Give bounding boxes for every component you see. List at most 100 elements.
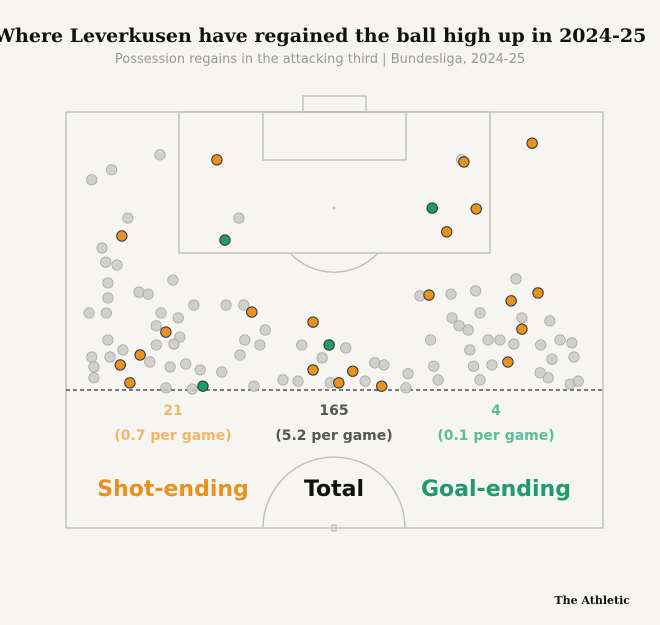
- regain-dot: [526, 137, 538, 149]
- regain-dot: [292, 375, 304, 387]
- regain-dot: [446, 312, 458, 324]
- regain-dot: [544, 315, 556, 327]
- regain-dot: [122, 212, 134, 224]
- regain-dot: [248, 380, 260, 392]
- regain-dot: [167, 274, 179, 286]
- penalty-spot: [332, 206, 336, 210]
- regain-dot: [150, 339, 162, 351]
- regain-dot: [102, 334, 114, 346]
- regain-dot: [238, 299, 250, 311]
- regain-dot: [88, 372, 100, 384]
- regain-dot: [144, 356, 156, 368]
- regain-dot: [568, 351, 580, 363]
- center-spot: [331, 524, 337, 532]
- center-circle: [262, 456, 406, 529]
- regain-dot: [546, 353, 558, 365]
- regain-dot: [462, 324, 474, 336]
- regain-dot: [111, 259, 123, 271]
- regain-dot: [259, 324, 271, 336]
- regain-dot: [239, 334, 251, 346]
- regain-dot: [233, 212, 245, 224]
- source: The Athletic: [554, 594, 630, 607]
- regain-dot: [307, 316, 319, 328]
- regain-dot: [102, 292, 114, 304]
- summary-label: Total: [304, 477, 364, 502]
- regain-dot: [133, 286, 145, 298]
- regain-dot: [116, 230, 128, 242]
- regain-dot: [323, 339, 335, 351]
- regain-dot: [494, 334, 506, 346]
- regain-dot: [535, 339, 547, 351]
- summary-count: 4: [491, 403, 501, 419]
- regain-dot: [402, 368, 414, 380]
- regain-dot: [516, 312, 528, 324]
- regain-dot: [423, 289, 435, 301]
- regain-dot: [211, 154, 223, 166]
- regain-dot: [316, 352, 328, 364]
- regain-dot: [216, 366, 228, 378]
- regain-dot: [220, 299, 232, 311]
- regain-dot: [482, 334, 494, 346]
- regain-dot: [566, 337, 578, 349]
- regain-dot: [134, 349, 146, 361]
- regain-dot: [307, 364, 319, 376]
- summary-rate: (5.2 per game): [275, 428, 392, 444]
- chart-title: Where Leverkusen have regained the ball …: [0, 25, 646, 47]
- regain-dot: [142, 288, 154, 300]
- summary-label: Goal-ending: [421, 477, 571, 502]
- regain-dot: [464, 344, 476, 356]
- regain-dot: [369, 357, 381, 369]
- regain-dot: [359, 375, 371, 387]
- pitch: [65, 95, 604, 532]
- regain-dot: [470, 285, 482, 297]
- regain-dot: [445, 288, 457, 300]
- regain-dot: [347, 365, 359, 377]
- regain-dot: [114, 359, 126, 371]
- regain-dot: [467, 360, 480, 372]
- regain-dot: [510, 273, 522, 285]
- regain-dot: [516, 323, 528, 335]
- regain-dot: [96, 242, 108, 254]
- regain-dot: [102, 277, 114, 289]
- regain-dot: [100, 307, 112, 319]
- regain-dot: [164, 361, 176, 373]
- chart-subtitle: Possession regains in the attacking thir…: [115, 52, 525, 67]
- regain-dot: [160, 382, 172, 394]
- regain-dot: [188, 299, 200, 311]
- regain-dot: [86, 351, 98, 363]
- regain-dot: [124, 377, 136, 389]
- regain-dot: [104, 351, 116, 363]
- six-yard-box: [262, 111, 407, 161]
- regain-dot: [376, 380, 388, 392]
- regain-dot: [234, 349, 246, 361]
- regain-dot: [474, 374, 486, 386]
- regain-dot: [186, 383, 198, 395]
- regain-dot: [155, 307, 167, 319]
- regain-dot: [400, 382, 412, 394]
- regain-dot: [296, 339, 308, 351]
- regain-dot: [106, 164, 118, 176]
- regain-dot: [426, 202, 438, 214]
- regain-dot: [254, 339, 266, 351]
- regain-dot: [83, 307, 95, 319]
- regain-dot: [532, 287, 544, 299]
- regain-dot: [425, 334, 437, 346]
- regain-dot: [172, 312, 184, 324]
- regain-dot: [470, 203, 482, 215]
- regain-dot: [277, 374, 289, 386]
- summary-label: Shot-ending: [97, 477, 249, 502]
- summary-rate: (0.7 per game): [114, 428, 231, 444]
- regain-dot: [160, 326, 172, 338]
- regain-dot: [86, 174, 98, 186]
- regain-dot: [458, 156, 470, 168]
- regain-dot: [572, 375, 584, 387]
- regain-dot: [554, 334, 566, 346]
- regain-dot: [474, 307, 486, 319]
- regain-dot: [194, 364, 206, 376]
- regain-dot: [340, 342, 352, 354]
- regain-dot: [150, 320, 162, 332]
- regain-dot: [180, 358, 192, 370]
- regain-dot: [508, 338, 520, 350]
- regain-dot: [219, 234, 231, 246]
